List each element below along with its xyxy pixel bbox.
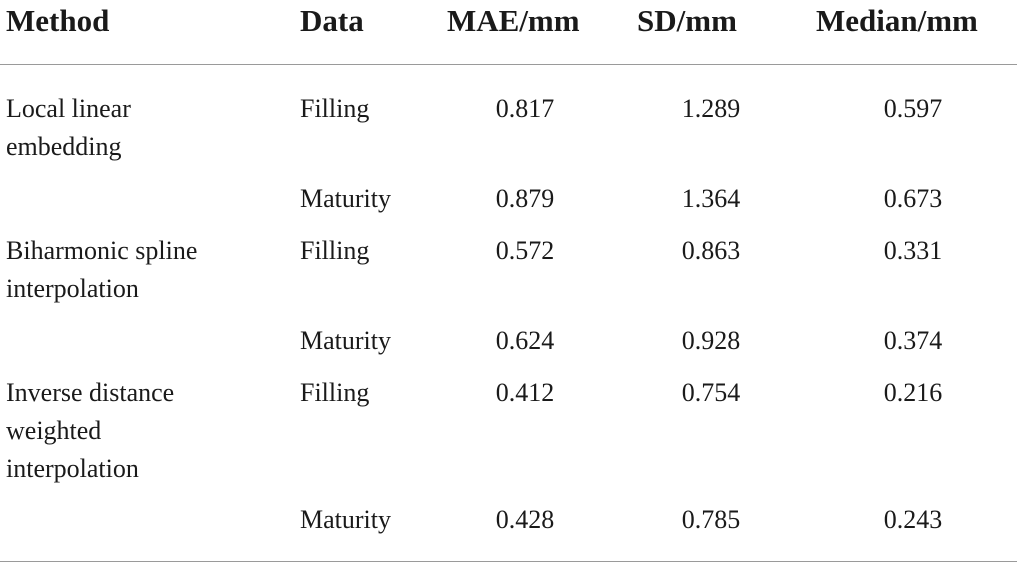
data-cell: Filling xyxy=(300,236,370,265)
sd-cell: 0.785 xyxy=(681,505,741,534)
data-cell: Filling xyxy=(300,378,370,407)
bottom-rule xyxy=(0,561,1017,562)
mae-cell: 0.624 xyxy=(495,326,555,355)
mae-cell: 0.428 xyxy=(495,505,555,534)
mae-cell: 0.879 xyxy=(495,184,555,213)
mae-cell: 0.412 xyxy=(495,378,555,407)
header-method: Method xyxy=(6,3,110,38)
header-data: Data xyxy=(300,3,364,38)
header-sd: SD/mm xyxy=(637,3,737,38)
sd-cell: 0.754 xyxy=(681,378,741,407)
header-mae: MAE/mm xyxy=(447,3,580,38)
data-cell: Maturity xyxy=(300,184,391,213)
header-rule xyxy=(0,64,1017,65)
sd-cell: 0.928 xyxy=(681,326,741,355)
median-cell: 0.597 xyxy=(883,94,943,123)
method-cell: Local linear embedding xyxy=(6,94,131,161)
method-cell: Inverse distance weighted interpolation xyxy=(6,378,175,483)
median-cell: 0.374 xyxy=(883,326,943,355)
mae-cell: 0.572 xyxy=(495,236,555,265)
median-cell: 0.331 xyxy=(883,236,943,265)
mae-cell: 0.817 xyxy=(495,94,555,123)
data-cell: Filling xyxy=(300,94,370,123)
sd-cell: 1.289 xyxy=(681,94,741,123)
median-cell: 0.673 xyxy=(883,184,943,213)
sd-cell: 0.863 xyxy=(681,236,741,265)
data-cell: Maturity xyxy=(300,505,391,534)
data-cell: Maturity xyxy=(300,326,391,355)
median-cell: 0.216 xyxy=(883,378,943,407)
header-median: Median/mm xyxy=(816,3,978,38)
sd-cell: 1.364 xyxy=(681,184,741,213)
method-cell: Biharmonic spline interpolation xyxy=(6,236,198,303)
median-cell: 0.243 xyxy=(883,505,943,534)
